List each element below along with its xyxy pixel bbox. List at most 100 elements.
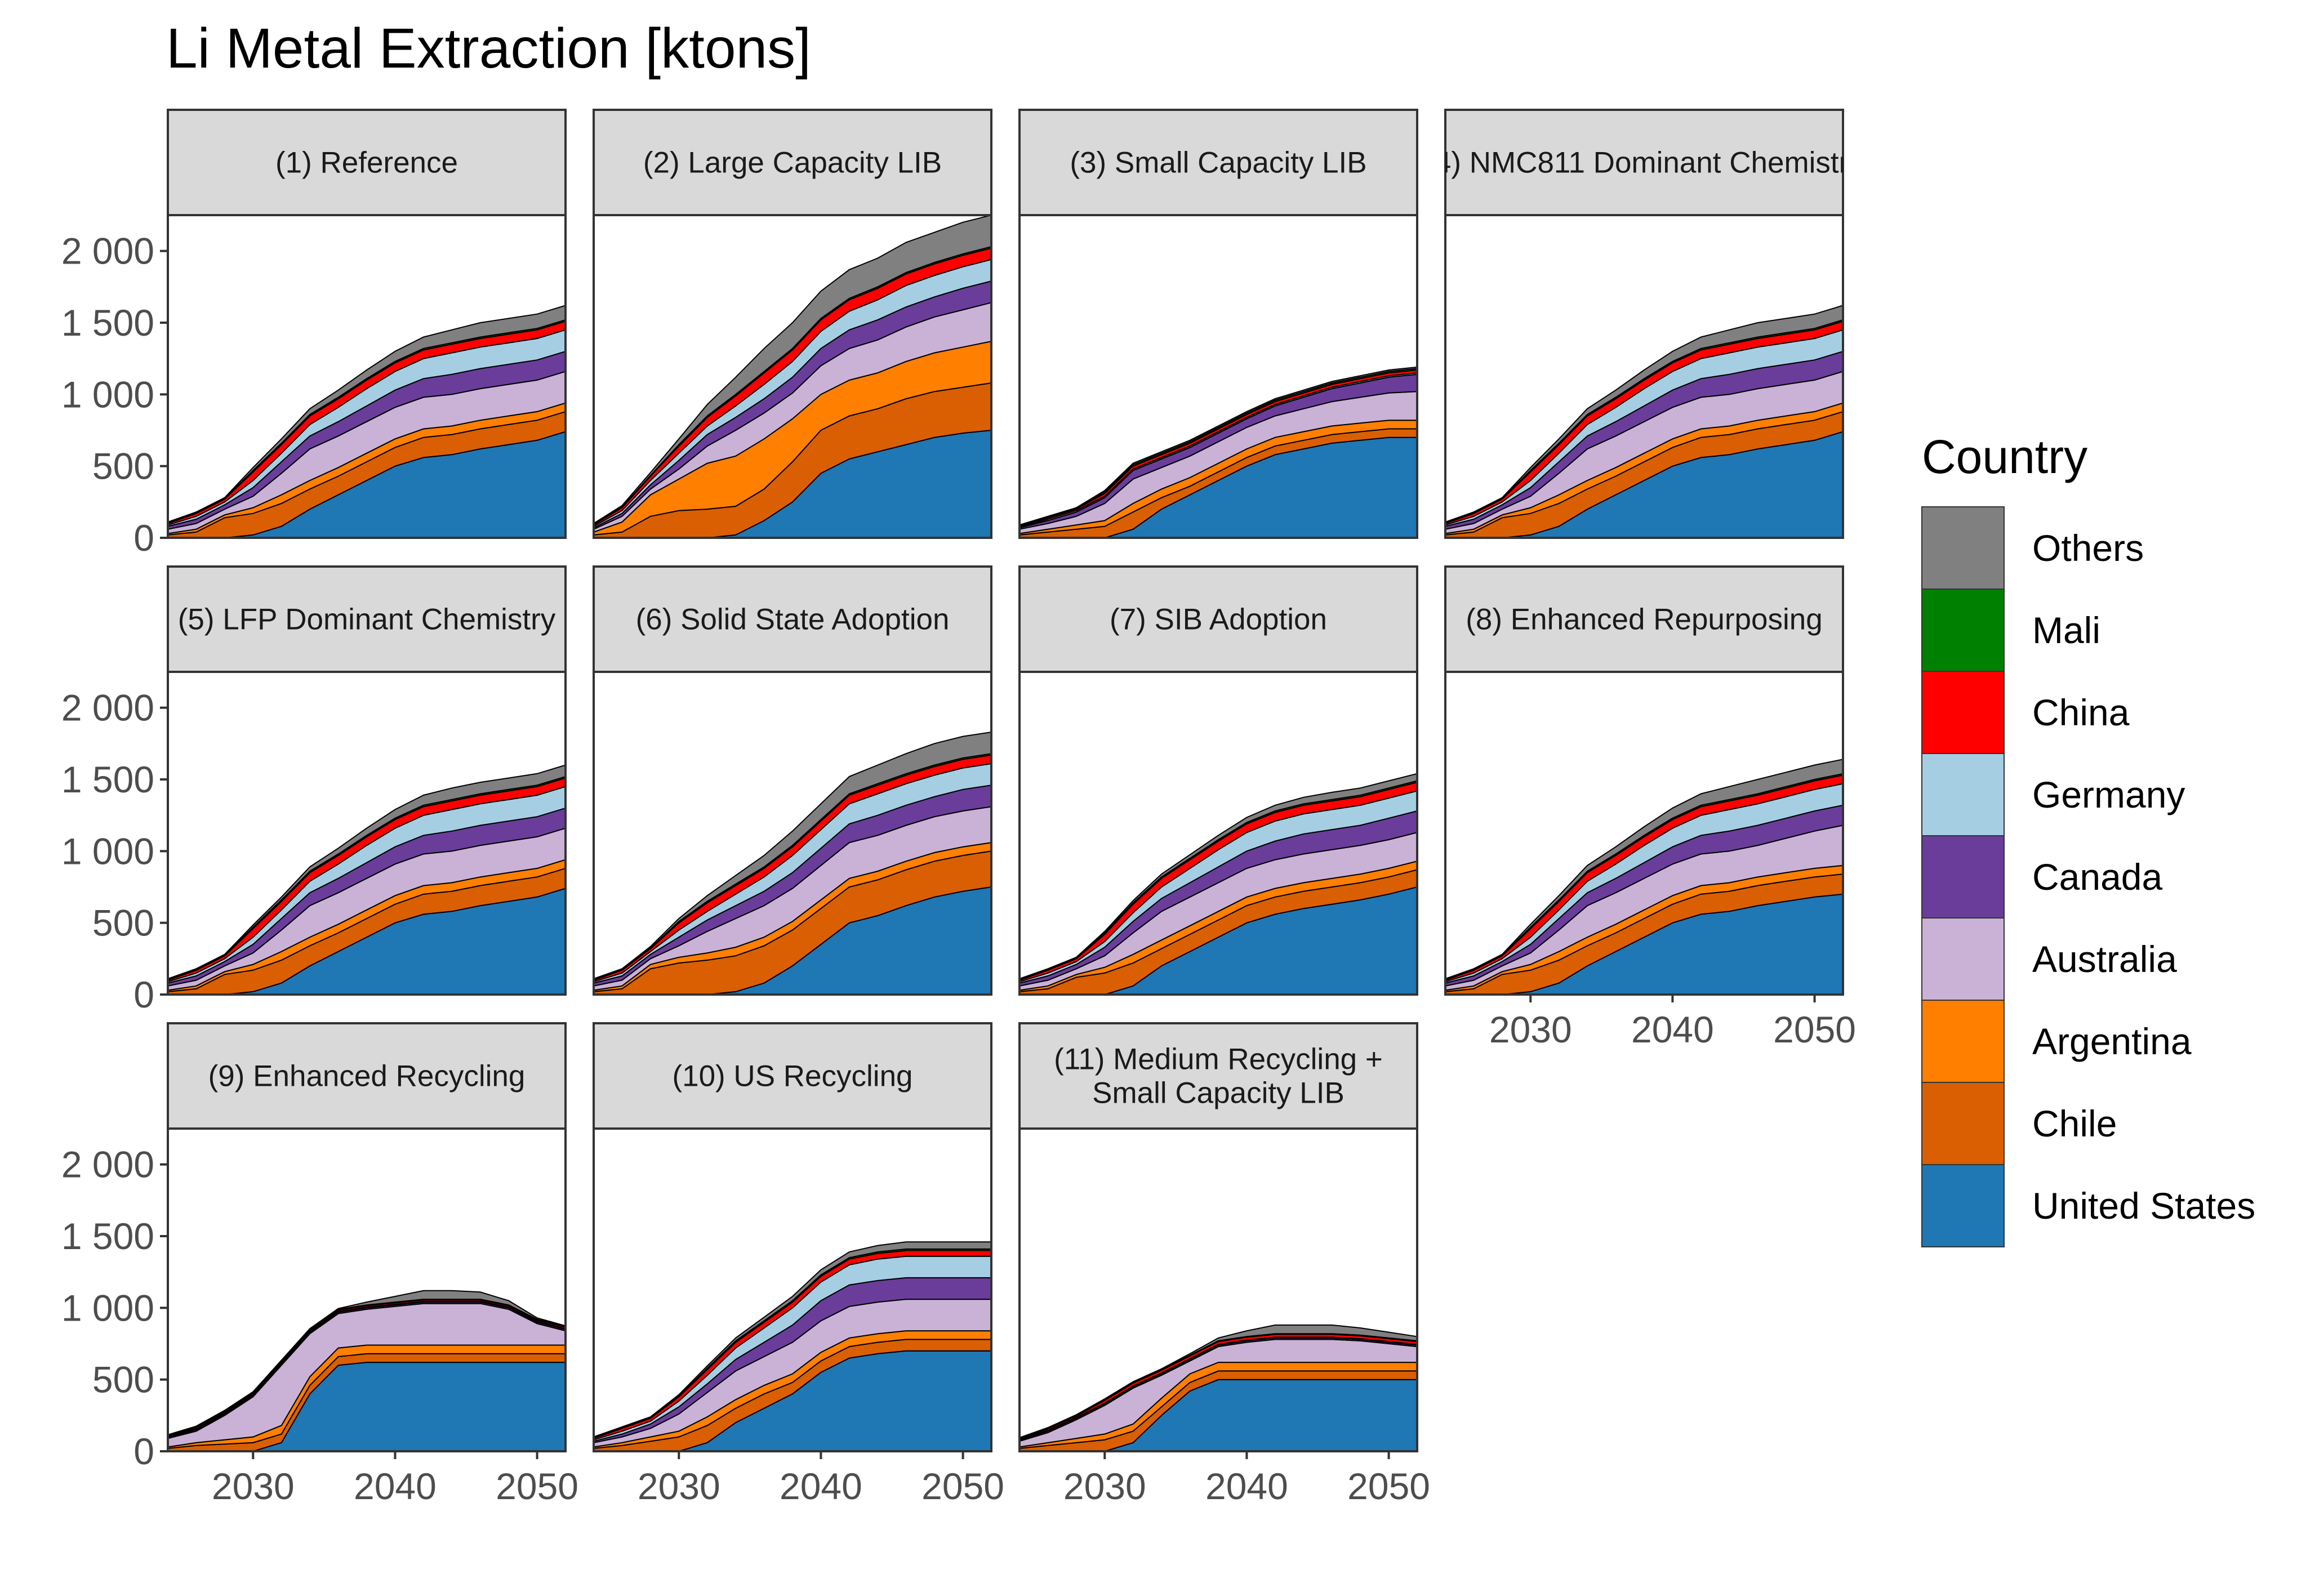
panel-strip — [167, 1022, 567, 1130]
panel-strip-label: (1) Reference — [275, 146, 458, 180]
x-tick-label: 2030 — [1063, 1465, 1146, 1507]
legend-key — [1921, 835, 2005, 919]
y-tick-label: 1 000 — [61, 1287, 154, 1328]
panel: (10) US Recycling 2030 2040 2050 — [593, 1022, 1004, 1507]
panel: (1) Reference 0 500 1 000 1 500 2 000 — [61, 109, 567, 559]
legend-key — [1921, 1164, 2005, 1247]
legend-label: Germany — [2032, 774, 2185, 815]
x-tick-label: 2030 — [212, 1465, 295, 1507]
panel-strip-label-line: (11) Medium Recycling + — [1054, 1043, 1383, 1076]
y-tick-label: 500 — [92, 902, 154, 944]
x-tick-label: 2040 — [354, 1465, 437, 1507]
panel-strip — [1444, 565, 1844, 673]
legend: Country Others Mali China Germany Canada Aust… — [1921, 430, 2255, 1247]
y-tick-label: 1 500 — [61, 759, 154, 800]
panel-strip — [1018, 109, 1418, 216]
panel-strip-label-line: (4) NMC811 Dominant Chemistry — [1424, 146, 1864, 180]
panel-strip-label-line: (1) Reference — [275, 146, 458, 180]
legend-label: China — [2032, 692, 2130, 733]
y-tick-label: 0 — [133, 1430, 154, 1472]
panel-strip-label-line: (7) SIB Adoption — [1110, 603, 1327, 636]
legend-key — [1921, 753, 2005, 836]
x-tick-label: 2040 — [1205, 1465, 1288, 1507]
panel-border — [167, 1127, 567, 1452]
panel-strip-label: (5) LFP Dominant Chemistry — [178, 603, 556, 636]
legend-label: Australia — [2032, 938, 2177, 980]
panel-strip-label-line: (10) US Recycling — [672, 1060, 912, 1093]
panel-border — [167, 214, 567, 539]
panel: (8) Enhanced Repurposing 2030 2040 2050 — [1444, 565, 1856, 1050]
panel-strip — [167, 109, 567, 216]
panel-strip — [593, 109, 992, 216]
x-tick-label: 2050 — [1347, 1465, 1430, 1507]
x-tick-label: 2030 — [638, 1465, 720, 1507]
legend-key — [1921, 917, 2005, 1001]
panel: (5) LFP Dominant Chemistry 0 500 1 000 1 500… — [61, 565, 567, 1015]
panel: (11) Medium Recycling + Small Capacity LI… — [1018, 1022, 1430, 1507]
panel-strip — [1018, 1022, 1418, 1130]
panel-strip-label-line: (8) Enhanced Repurposing — [1466, 603, 1822, 636]
panel-strip — [1444, 109, 1844, 216]
x-tick-label: 2040 — [1631, 1009, 1714, 1050]
panel-strip-label-line: Small Capacity LIB — [1092, 1077, 1345, 1110]
panel-border — [167, 671, 567, 996]
x-tick-label: 2030 — [1489, 1009, 1572, 1050]
x-tick-label: 2050 — [1773, 1009, 1856, 1050]
legend-key — [1921, 671, 2005, 754]
y-tick-label: 1 500 — [61, 1215, 154, 1257]
panel-border — [1444, 671, 1844, 996]
x-tick-label: 2040 — [780, 1465, 862, 1507]
panel-strip — [167, 565, 567, 673]
panel-border — [593, 1127, 992, 1452]
panel-strip — [593, 565, 992, 673]
y-tick-label: 500 — [92, 1359, 154, 1401]
panel: (4) NMC811 Dominant Chemistry — [1424, 109, 1864, 539]
y-tick-label: 0 — [133, 974, 154, 1015]
y-tick-label: 2 000 — [61, 1144, 154, 1185]
panel-strip-label-line: (5) LFP Dominant Chemistry — [178, 603, 556, 636]
panel-strip-label: (8) Enhanced Repurposing — [1466, 603, 1822, 636]
panel: (3) Small Capacity LIB — [1018, 109, 1418, 539]
panel-border — [593, 671, 992, 996]
panel-strip-label: (10) US Recycling — [672, 1060, 912, 1093]
x-tick-label: 2050 — [496, 1465, 578, 1507]
legend-key — [1921, 506, 2005, 590]
legend-key — [1921, 1000, 2005, 1083]
panel-strip-label-line: (2) Large Capacity LIB — [643, 146, 942, 180]
y-tick-label: 2 000 — [61, 230, 154, 272]
legend-title: Country — [1922, 430, 2087, 483]
panel-border — [593, 214, 992, 539]
panel-strip-label: (9) Enhanced Recycling — [208, 1060, 526, 1093]
y-tick-label: 1 500 — [61, 302, 154, 344]
panel: (9) Enhanced Recycling 0 500 1 000 1 500 2 00… — [61, 1022, 578, 1507]
panel-strip-label: (4) NMC811 Dominant Chemistry — [1424, 146, 1864, 180]
legend-label: Canada — [2032, 856, 2162, 898]
panel-strip-label-line: (9) Enhanced Recycling — [208, 1060, 526, 1093]
legend-label: Chile — [2032, 1103, 2117, 1144]
legend-label: Argentina — [2032, 1020, 2192, 1062]
chart-title: Li Metal Extraction [ktons] — [166, 17, 811, 80]
panel: (2) Large Capacity LIB — [593, 109, 992, 539]
panel-strip-label: (11) Medium Recycling + Small Capacity LI… — [1054, 1043, 1383, 1110]
panel-strip-label: (2) Large Capacity LIB — [643, 146, 942, 180]
panel-border — [1444, 214, 1844, 539]
y-tick-label: 0 — [133, 517, 154, 559]
panel: (7) SIB Adoption — [1018, 565, 1418, 996]
panel-border — [1018, 671, 1418, 996]
panel-strip-label: (6) Solid State Adoption — [636, 603, 950, 636]
legend-label: United States — [2032, 1185, 2255, 1227]
panel-strip-label: (7) SIB Adoption — [1110, 603, 1327, 636]
x-tick-label: 2050 — [921, 1465, 1004, 1507]
panels: (1) Reference 0 500 1 000 1 500 2 000 (2) Larg… — [61, 109, 1864, 1507]
legend-key — [1921, 1082, 2005, 1165]
legend-label: Mali — [2032, 609, 2100, 651]
y-tick-label: 1 000 — [61, 373, 154, 415]
legend-key — [1921, 589, 2005, 672]
panel: (6) Solid State Adoption — [593, 565, 992, 996]
panel-border — [1018, 1127, 1418, 1452]
panel-border — [1018, 214, 1418, 539]
panel-strip-label-line: (6) Solid State Adoption — [636, 603, 950, 636]
y-tick-label: 500 — [92, 445, 154, 487]
